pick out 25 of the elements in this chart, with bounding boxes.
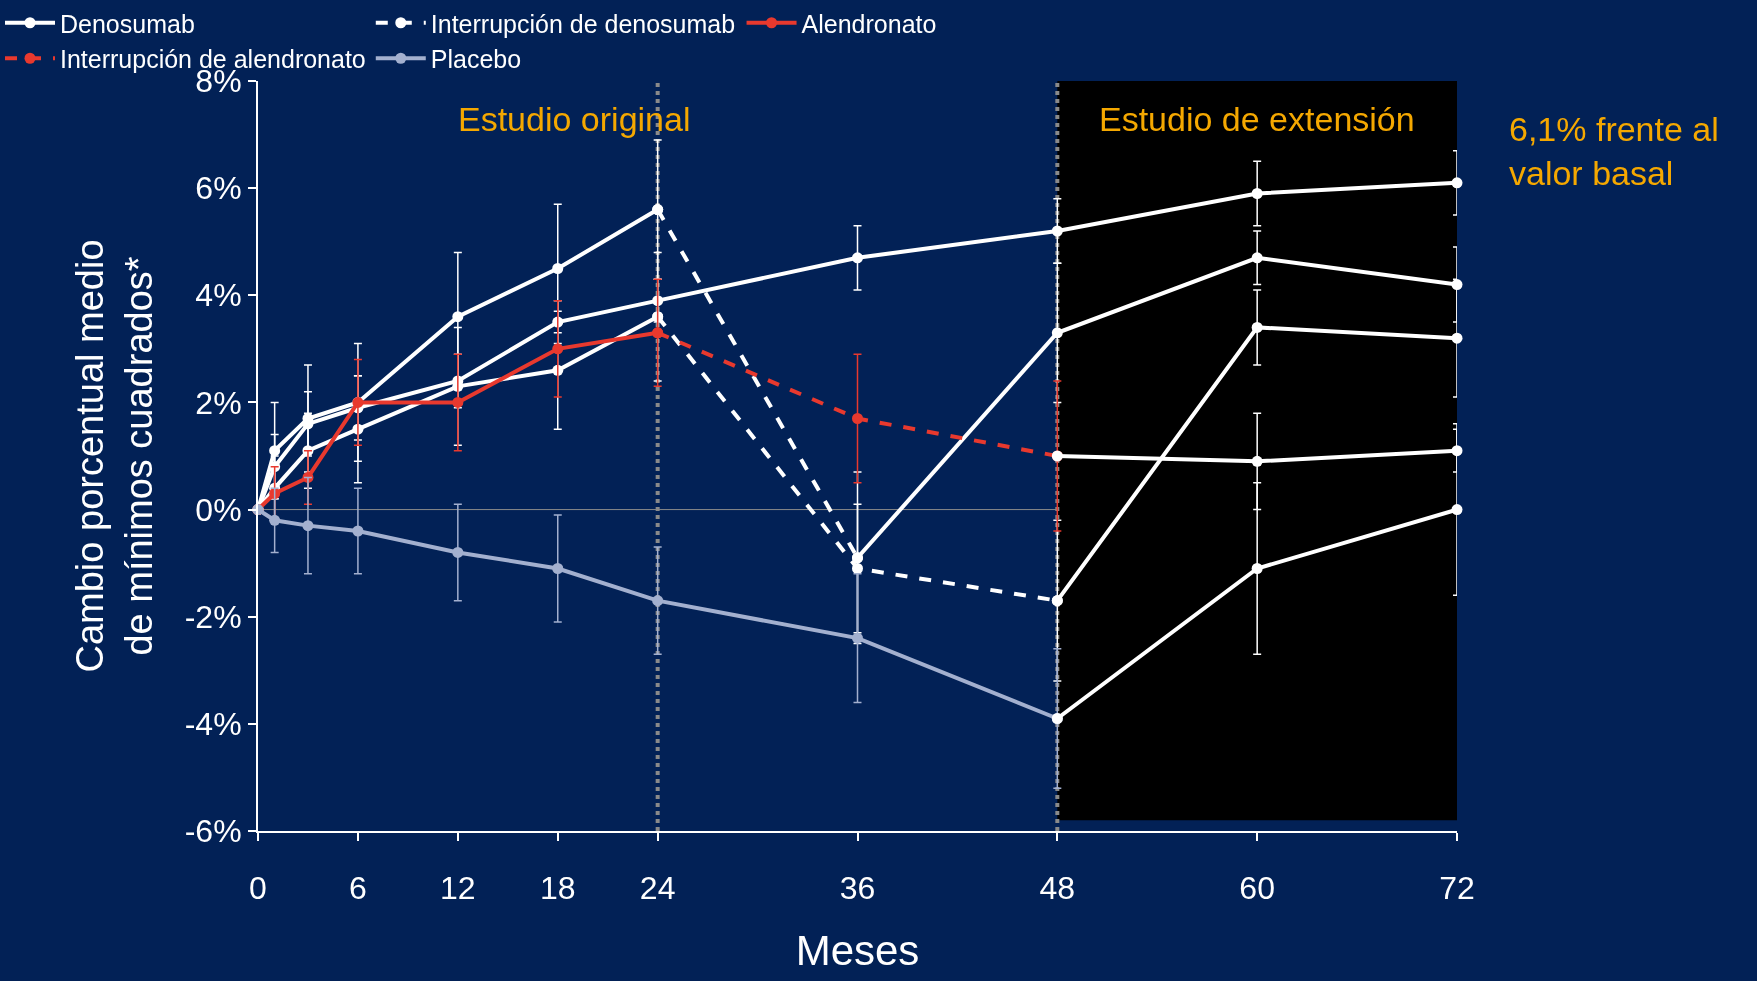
y-tick-label: -4% xyxy=(184,706,242,743)
y-tick-label: 4% xyxy=(195,277,242,314)
annotation: 6,1% frente al valor basal xyxy=(1509,110,1719,193)
legend-label: Placebo xyxy=(430,45,522,73)
y-tick-label: 2% xyxy=(195,384,242,421)
legend-label: Denosumab xyxy=(60,9,195,38)
x-tick-label: 60 xyxy=(1239,870,1275,907)
x-tick-label: 12 xyxy=(440,870,476,907)
y-axis-title: Cambio porcentual medio de mínimos cuadrados* xyxy=(68,239,161,673)
x-tick-label: 36 xyxy=(839,870,876,907)
x-axis-title: Meses xyxy=(795,926,920,974)
x-tick-label: 48 xyxy=(1039,870,1076,907)
x-tick-label: 0 xyxy=(249,870,267,907)
x-tick-label: 24 xyxy=(639,870,676,907)
legend-label: Alendronato xyxy=(801,9,937,38)
annotation: Estudio original xyxy=(458,100,691,138)
x-tick-label: 18 xyxy=(539,870,576,907)
y-tick-label: -6% xyxy=(184,813,242,850)
x-tick-label: 6 xyxy=(349,870,367,907)
legend-label: Interrupción de denosumab xyxy=(430,9,736,38)
y-tick-label: 6% xyxy=(195,170,242,207)
y-tick-label: -2% xyxy=(184,598,242,635)
y-tick-label: 0% xyxy=(195,491,242,528)
x-tick-label: 72 xyxy=(1439,870,1475,907)
band-label: Estudio de extensión xyxy=(1099,100,1415,138)
